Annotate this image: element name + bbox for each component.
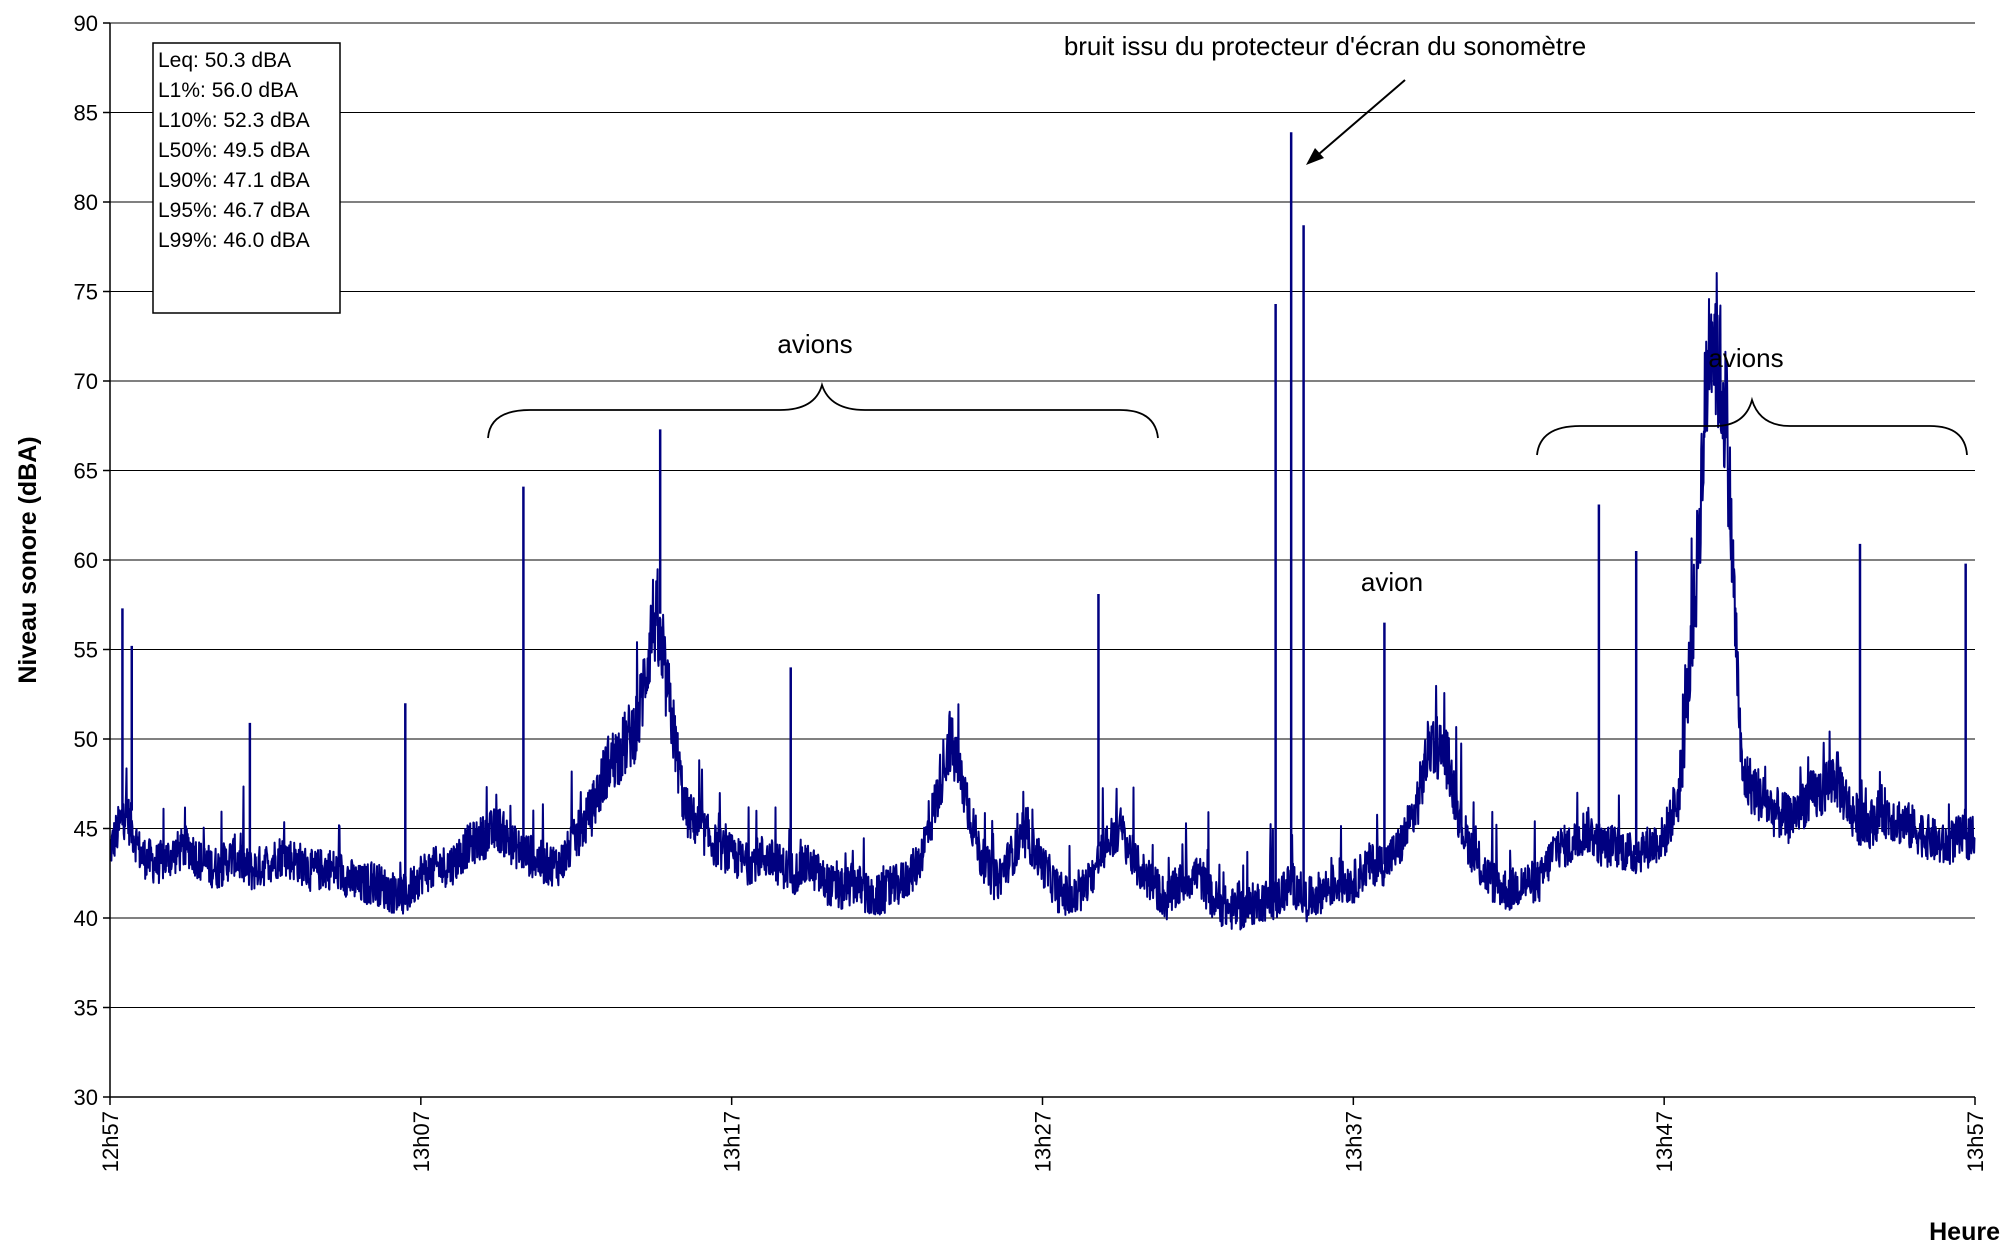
series-line xyxy=(109,272,1976,931)
y-axis-title: Niveau sonore (dBA) xyxy=(14,436,42,683)
gridlines xyxy=(110,22,1975,1008)
stats-box-frame xyxy=(152,42,341,314)
brace-planes-1 xyxy=(487,381,1159,439)
y-tick-label-50: 50 xyxy=(74,727,98,752)
stat-l10: L10%: 52.3 dBA xyxy=(158,109,310,132)
y-tick-label-30: 30 xyxy=(74,1085,98,1110)
annotation-planes-2: avions xyxy=(1708,343,1783,373)
y-tick-label-55: 55 xyxy=(74,638,98,663)
y-tick-label-85: 85 xyxy=(74,101,98,126)
y-tick-label-60: 60 xyxy=(74,548,98,573)
x-tick-label-13h17: 13h17 xyxy=(720,1111,745,1172)
stat-l99: L99%: 46.0 dBA xyxy=(158,229,310,252)
annotation-screen-saver: bruit issu du protecteur d'écran du sono… xyxy=(1064,31,1586,61)
x-axis-title: Heure xyxy=(1929,1218,2000,1245)
stat-l50: L50%: 49.5 dBA xyxy=(158,139,310,162)
series-peaks xyxy=(121,132,1967,901)
x-tick-label-13h57: 13h57 xyxy=(1963,1111,1988,1172)
x-tick-label-13h27: 13h27 xyxy=(1031,1111,1056,1172)
stat-leq: Leq: 50.3 dBA xyxy=(158,49,291,72)
brace-planes-2 xyxy=(1536,396,1968,456)
stat-l1: L1%: 56.0 dBA xyxy=(158,79,298,102)
y-tick-label-35: 35 xyxy=(74,996,98,1021)
annotation-plane: avion xyxy=(1361,567,1423,597)
y-tick-label-75: 75 xyxy=(74,280,98,305)
y-tick-label-45: 45 xyxy=(74,817,98,842)
y-tick-label-80: 80 xyxy=(74,190,98,215)
stat-l90: L90%: 47.1 dBA xyxy=(158,169,310,192)
stats-box: Leq: 50.3 dBA L1%: 56.0 dBA L10%: 52.3 d… xyxy=(152,42,341,314)
y-tick-label-90: 90 xyxy=(74,11,98,36)
annotation-arrowhead xyxy=(1306,148,1324,165)
annotation-planes-1: avions xyxy=(777,329,852,359)
y-tick-label-65: 65 xyxy=(74,459,98,484)
x-tick-label-13h47: 13h47 xyxy=(1652,1111,1677,1172)
x-tick-label-12h57: 12h57 xyxy=(98,1111,123,1172)
x-tick-label-13h37: 13h37 xyxy=(1341,1111,1366,1172)
y-axis-ticks: 30 35 40 45 50 55 60 65 70 75 80 85 90 xyxy=(74,11,110,1110)
y-tick-label-70: 70 xyxy=(74,369,98,394)
x-tick-label-13h07: 13h07 xyxy=(409,1111,434,1172)
stat-l95: L95%: 46.7 dBA xyxy=(158,199,310,222)
annotation-arrow-shaft xyxy=(1311,79,1406,161)
y-tick-label-40: 40 xyxy=(74,906,98,931)
x-axis-ticks: 12h57 13h07 13h17 13h27 13h37 13h47 13h57 xyxy=(98,1097,1988,1172)
